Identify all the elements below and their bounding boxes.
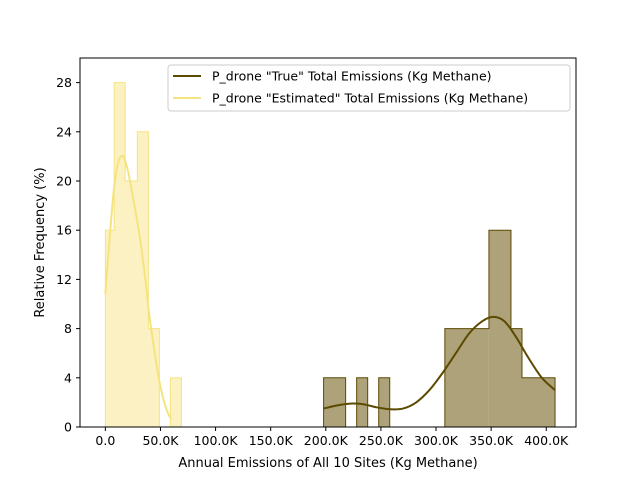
kde-line-estimated (104, 154, 173, 421)
bar-estimated-3 (137, 131, 149, 428)
bar-true-4 (378, 377, 390, 427)
legend-label-estimated: P_drone "Estimated" Total Emissions (Kg … (212, 91, 528, 106)
bar-true-0 (323, 377, 346, 427)
y-tick-label-4: 16 (56, 223, 72, 238)
bar-estimated-1 (114, 82, 126, 427)
y-axis-label: Relative Frequency (%) (33, 167, 48, 317)
x-tick-label-6: 300.0K (414, 433, 459, 448)
bar-estimated-4 (148, 328, 160, 427)
kde-curves (104, 154, 556, 421)
bar-estimated-0 (105, 230, 115, 427)
x-tick-label-4: 200.0K (304, 433, 349, 448)
legend-box (167, 64, 571, 112)
bar-true-6 (444, 328, 489, 427)
x-tick-label-2: 100.0K (194, 433, 239, 448)
x-tick-label-8: 400.0K (524, 433, 569, 448)
y-tick-label-2: 8 (64, 321, 72, 336)
y-tick-label-5: 20 (56, 174, 72, 189)
histogram-bars (104, 82, 556, 428)
legend-label-true: P_drone "True" Total Emissions (Kg Metha… (212, 69, 492, 84)
x-axis-ticks: 0.0 50.0K 100.0K 150.0K 200.0K 250.0K 300.0K 35… (95, 427, 569, 448)
bar-outline-estimated (104, 82, 182, 428)
y-tick-label-3: 12 (56, 272, 72, 287)
x-tick-label-3: 150.0K (249, 433, 294, 448)
legend: P_drone "True" Total Emissions (Kg Metha… (167, 64, 571, 112)
y-axis-ticks: 0 4 8 12 16 20 24 28 (56, 75, 80, 435)
x-tick-label-0: 0.0 (95, 433, 115, 448)
x-tick-label-5: 250.0K (359, 433, 404, 448)
bar-true-2 (356, 377, 368, 427)
bar-estimated-2 (125, 181, 138, 427)
x-tick-label-1: 50.0K (142, 433, 179, 448)
x-tick-label-7: 350.0K (469, 433, 514, 448)
y-tick-label-0: 0 (64, 420, 72, 435)
y-tick-label-6: 24 (56, 124, 72, 139)
y-tick-label-7: 28 (56, 75, 72, 90)
bar-true-8 (510, 328, 522, 427)
kde-line-true (323, 315, 556, 411)
bar-estimated-6 (170, 377, 182, 427)
x-axis-label: Annual Emissions of All 10 Sites (Kg Met… (178, 456, 477, 471)
plot-frame (79, 57, 577, 428)
bar-true-7 (488, 230, 511, 427)
y-tick-label-1: 4 (64, 370, 72, 385)
